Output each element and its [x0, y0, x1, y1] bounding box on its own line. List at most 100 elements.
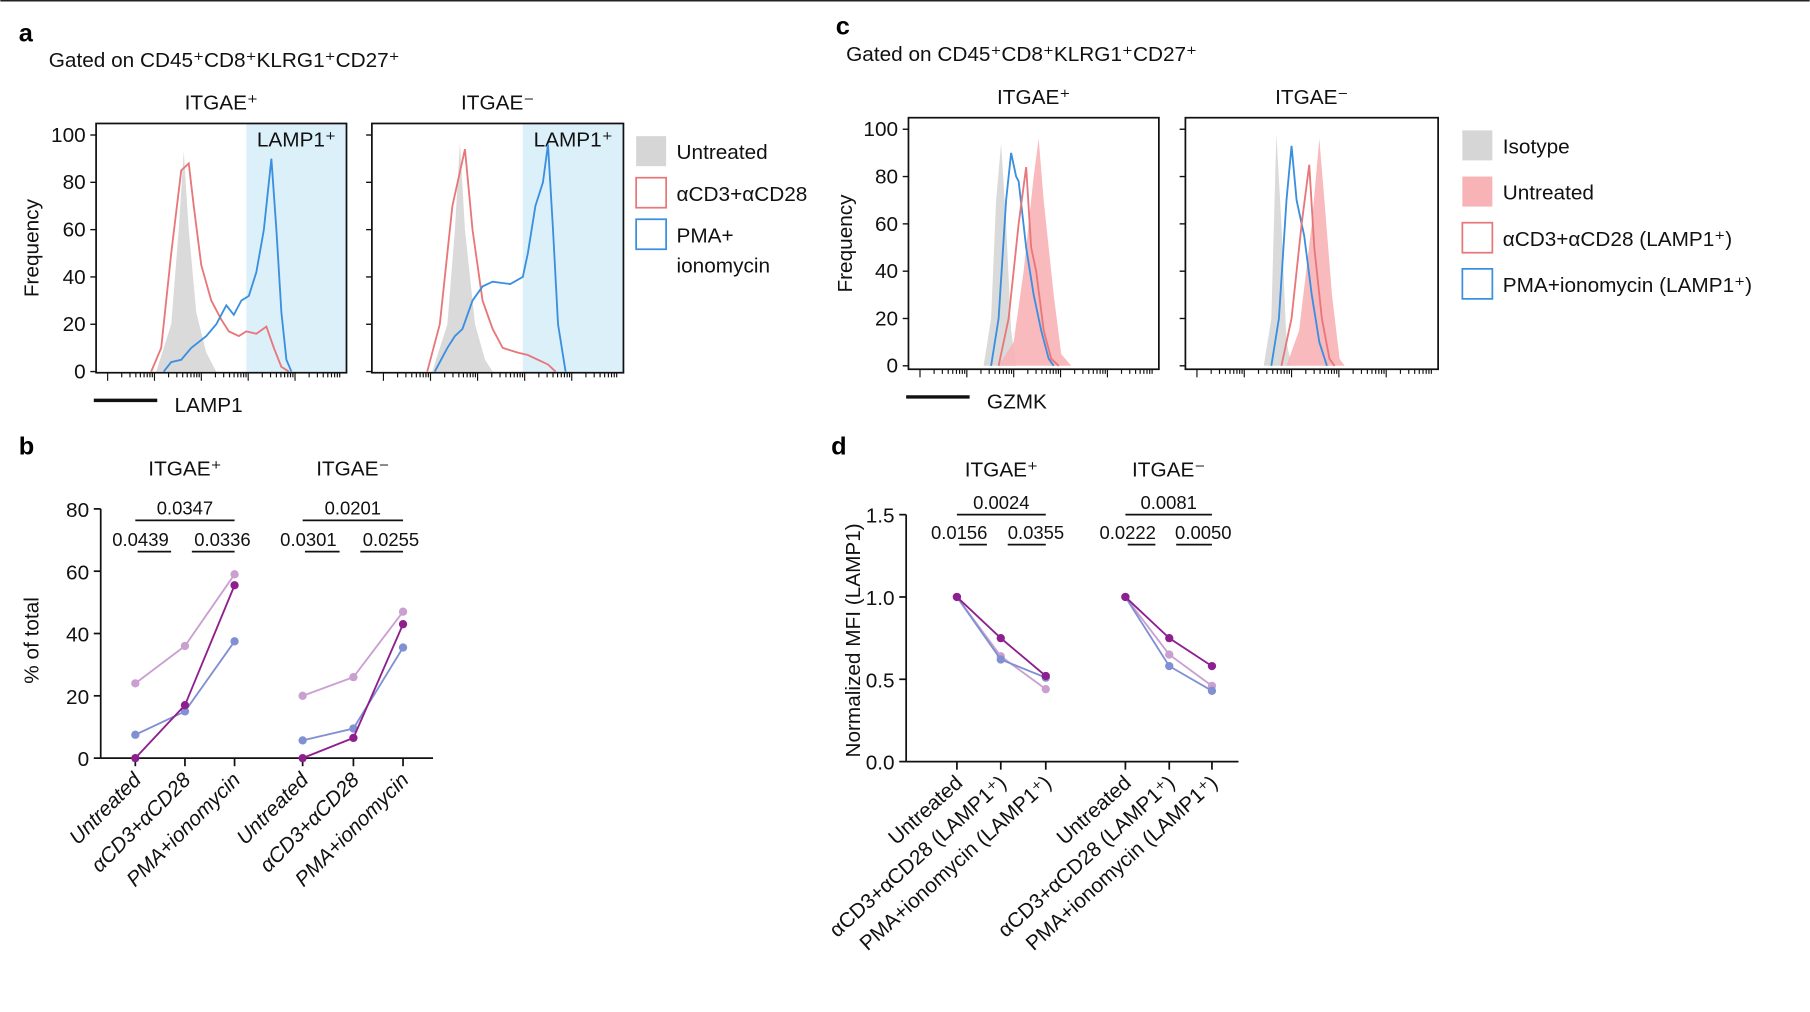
panel-label-c: c: [836, 13, 850, 41]
y-tick-label: 80: [875, 165, 898, 188]
panel-label-a: a: [19, 20, 34, 48]
histogram-line: [990, 152, 1055, 367]
plot-frame: [371, 122, 625, 374]
data-point: [349, 672, 358, 682]
panel-label-b: b: [19, 433, 35, 461]
y-axis-label: % of total: [20, 597, 43, 684]
p-value: 0.0301: [280, 529, 336, 550]
data-point: [230, 637, 239, 646]
p-value: 0.0255: [363, 529, 419, 550]
histogram-line: [162, 158, 293, 373]
data-point: [180, 701, 190, 710]
y-tick-label: 60: [875, 213, 898, 236]
legend-swatch: [1462, 176, 1493, 207]
data-point: [230, 570, 239, 579]
y-tick-label: 40: [66, 624, 89, 647]
legend-label: αCD3+αCD28 (LAMP1⁺): [1503, 228, 1732, 251]
data-point: [298, 691, 307, 700]
y-tick-label: 40: [875, 260, 898, 283]
histogram-fill: [998, 138, 1072, 366]
legend-label: PMA+ionomycin (LAMP1⁺): [1503, 274, 1752, 297]
gate-label: LAMP1⁺: [257, 129, 336, 152]
gate-label: LAMP1⁺: [534, 129, 613, 152]
category-label: αCD3+αCD28 (LAMP1⁺): [825, 771, 1011, 942]
y-tick-label: 0: [887, 355, 899, 378]
data-point: [1165, 650, 1174, 659]
y-tick-label: 100: [51, 124, 86, 147]
legend-swatch: [1461, 268, 1494, 300]
legend-label: Untreated: [1503, 182, 1594, 205]
histogram-line: [426, 149, 557, 373]
plot-frame: [95, 122, 348, 374]
histogram-line: [150, 161, 290, 373]
donor-line: [956, 596, 1047, 690]
data-point: [180, 707, 190, 716]
legend-swatch: [1461, 221, 1494, 254]
group-title: ITGAE⁻: [1132, 459, 1205, 482]
histogram-fill: [432, 142, 493, 372]
y-tick-label: 0.5: [866, 669, 895, 692]
subplot-title: ITGAE⁺: [185, 92, 258, 115]
data-point: [398, 607, 408, 616]
p-value: 0.0355: [1008, 522, 1064, 543]
donor-line: [134, 573, 236, 685]
histogram-fill: [983, 143, 1017, 366]
p-value: 0.0050: [1175, 522, 1231, 543]
y-axis-label: Frequency: [20, 198, 43, 297]
category-label: PMA+ionomycin (LAMP1⁺): [855, 771, 1056, 955]
p-value: 0.0156: [931, 522, 987, 543]
y-tick-label: 0: [78, 748, 90, 771]
data-point: [952, 592, 962, 602]
group-title: ITGAE⁺: [965, 459, 1038, 482]
data-point: [298, 736, 307, 745]
y-tick-label: 20: [63, 313, 86, 336]
histogram-line: [1270, 145, 1328, 367]
panel-label-d: d: [831, 433, 847, 461]
legend-swatch: [635, 218, 668, 251]
legend-label: Untreated: [677, 141, 768, 164]
data-point: [996, 655, 1005, 664]
histogram-fill: [1263, 133, 1292, 366]
y-tick-label: 100: [863, 118, 898, 141]
legend-swatch: [636, 136, 667, 167]
y-tick-label: 60: [63, 219, 86, 242]
histogram-fill: [156, 151, 217, 372]
legend-label: PMA+: [677, 224, 734, 247]
legend-swatch: [1462, 130, 1493, 161]
p-value: 0.0336: [194, 529, 250, 550]
y-axis-label: Frequency: [834, 194, 857, 293]
data-point: [180, 641, 190, 651]
data-point: [1041, 685, 1050, 694]
data-point: [349, 724, 358, 733]
group-title: ITGAE⁻: [316, 457, 389, 480]
plot-frame: [1184, 116, 1439, 371]
data-point: [1165, 633, 1174, 643]
data-point: [131, 730, 140, 739]
histogram-line: [997, 166, 1060, 367]
subplot-title: ITGAE⁻: [461, 92, 534, 115]
histogram-line: [1280, 164, 1336, 367]
subplot-title: ITGAE⁻: [1275, 86, 1348, 109]
y-tick-label: 20: [66, 686, 89, 709]
legend-label: ionomycin: [677, 254, 770, 277]
y-tick-label: 0.0: [866, 752, 895, 775]
gate-region: [522, 123, 624, 373]
p-value: 0.0439: [112, 529, 168, 550]
p-value: 0.0347: [157, 498, 213, 519]
plot-frame: [907, 116, 1160, 371]
data-point: [131, 679, 140, 688]
data-point: [1121, 592, 1130, 602]
y-tick-label: 0: [74, 360, 86, 383]
gate-region: [246, 123, 347, 373]
p-value: 0.0081: [1140, 492, 1196, 513]
data-point: [398, 620, 408, 629]
group-title: ITGAE⁺: [148, 457, 221, 480]
data-point: [131, 753, 140, 763]
y-axis-label: Normalized MFI (LAMP1): [842, 523, 865, 757]
data-point: [349, 733, 358, 743]
p-value: 0.0024: [973, 492, 1029, 513]
y-tick-label: 80: [66, 499, 89, 522]
legend-label: αCD3+αCD28: [677, 183, 808, 206]
legend-swatch: [635, 176, 668, 209]
